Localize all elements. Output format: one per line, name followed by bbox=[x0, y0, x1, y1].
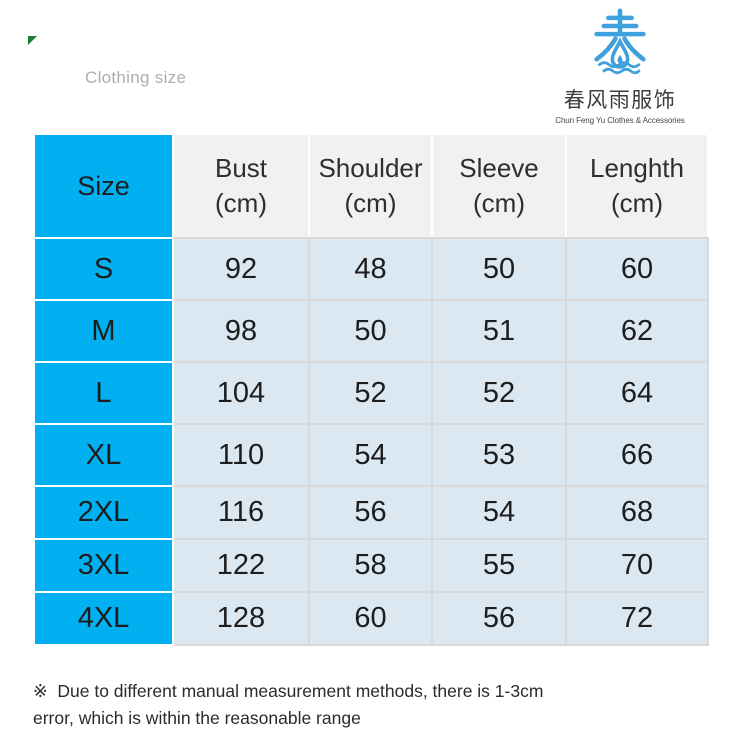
bust-cell: 104 bbox=[172, 361, 310, 425]
sleeve-cell: 54 bbox=[431, 485, 567, 540]
sleeve-cell: 51 bbox=[431, 299, 567, 363]
shoulder-cell: 54 bbox=[308, 423, 433, 487]
column-header-shoulder: Shoulder (cm) bbox=[308, 133, 433, 239]
column-unit: (cm) bbox=[473, 188, 525, 218]
bust-cell: 110 bbox=[172, 423, 310, 487]
column-name: Bust bbox=[214, 153, 268, 183]
table-row-4xl: 4XL 128 60 56 72 bbox=[33, 591, 709, 646]
column-unit: (cm) bbox=[611, 188, 663, 218]
shoulder-cell: 50 bbox=[308, 299, 433, 363]
column-name: Lenghth bbox=[590, 153, 684, 183]
length-cell: 70 bbox=[565, 538, 709, 593]
sleeve-cell: 56 bbox=[431, 591, 567, 646]
excel-error-triangle-icon bbox=[28, 36, 37, 45]
column-header-size: Size bbox=[33, 133, 174, 239]
length-cell: 72 bbox=[565, 591, 709, 646]
bust-cell: 98 bbox=[172, 299, 310, 363]
size-cell: 4XL bbox=[33, 591, 174, 646]
column-name: Shoulder bbox=[318, 153, 423, 183]
length-cell: 68 bbox=[565, 485, 709, 540]
table-row-2xl: 2XL 116 56 54 68 bbox=[33, 485, 709, 540]
size-cell: 2XL bbox=[33, 485, 174, 540]
page-title: Clothing size bbox=[85, 68, 187, 87]
shoulder-cell: 52 bbox=[308, 361, 433, 425]
shoulder-cell: 48 bbox=[308, 237, 433, 301]
shoulder-cell: 58 bbox=[308, 538, 433, 593]
chun-water-drop-logo-icon bbox=[594, 8, 646, 75]
bust-cell: 128 bbox=[172, 591, 310, 646]
column-header-bust: Bust (cm) bbox=[172, 133, 310, 239]
brand-name-english: Chun Feng Yu Clothes & Accessories bbox=[555, 116, 685, 125]
note-line-2: error, which is within the reasonable ra… bbox=[33, 708, 361, 728]
bust-cell: 116 bbox=[172, 485, 310, 540]
size-chart-table: Size Bust (cm) Shoulder (cm) Sleeve (cm)… bbox=[33, 133, 709, 646]
size-cell: S bbox=[33, 237, 174, 301]
column-unit: (cm) bbox=[215, 188, 267, 218]
brand-block: 春风雨服饰 Chun Feng Yu Clothes & Accessories bbox=[545, 6, 695, 125]
table-header-row: Size Bust (cm) Shoulder (cm) Sleeve (cm)… bbox=[33, 133, 709, 239]
length-cell: 62 bbox=[565, 299, 709, 363]
length-cell: 64 bbox=[565, 361, 709, 425]
table-row-s: S 92 48 50 60 bbox=[33, 237, 709, 301]
note-line-1: ※ Due to different manual measurement me… bbox=[33, 681, 544, 701]
size-cell: 3XL bbox=[33, 538, 174, 593]
shoulder-cell: 60 bbox=[308, 591, 433, 646]
column-unit: (cm) bbox=[344, 188, 397, 218]
table-row-m: M 98 50 51 62 bbox=[33, 299, 709, 363]
column-name: Sleeve bbox=[459, 153, 539, 183]
measurement-note: ※ Due to different manual measurement me… bbox=[33, 678, 543, 732]
table-row-3xl: 3XL 122 58 55 70 bbox=[33, 538, 709, 593]
size-cell: M bbox=[33, 299, 174, 363]
length-cell: 60 bbox=[565, 237, 709, 301]
size-cell: L bbox=[33, 361, 174, 425]
sleeve-cell: 53 bbox=[431, 423, 567, 487]
brand-name-chinese: 春风雨服饰 bbox=[563, 89, 677, 112]
column-header-sleeve: Sleeve (cm) bbox=[431, 133, 567, 239]
shoulder-cell: 56 bbox=[308, 485, 433, 540]
table-row-l: L 104 52 52 64 bbox=[33, 361, 709, 425]
size-cell: XL bbox=[33, 423, 174, 487]
column-header-length: Lenghth (cm) bbox=[565, 133, 709, 239]
table-row-xl: XL 110 54 53 66 bbox=[33, 423, 709, 487]
sleeve-cell: 50 bbox=[431, 237, 567, 301]
bust-cell: 92 bbox=[172, 237, 310, 301]
sleeve-cell: 52 bbox=[431, 361, 567, 425]
bust-cell: 122 bbox=[172, 538, 310, 593]
length-cell: 66 bbox=[565, 423, 709, 487]
sleeve-cell: 55 bbox=[431, 538, 567, 593]
